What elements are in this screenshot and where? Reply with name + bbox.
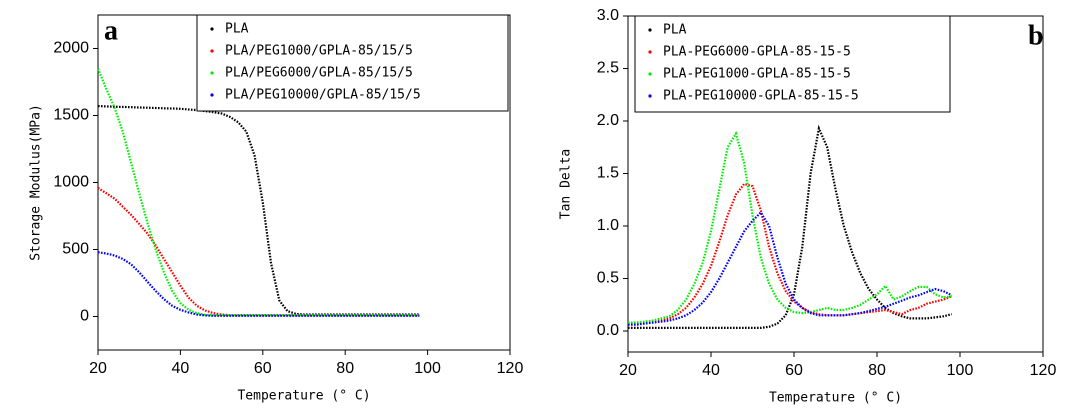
- x-tick-label: 120: [1030, 362, 1057, 379]
- x-tick-label: 40: [172, 360, 190, 377]
- x-tick-label: 20: [89, 360, 107, 377]
- series-line: [97, 186, 420, 317]
- y-tick-label: 3.0: [597, 7, 619, 24]
- legend-marker: [648, 72, 652, 76]
- legend-box: [634, 15, 951, 113]
- y-tick-label: 1000: [53, 174, 89, 191]
- y-tick-label: 1.0: [597, 217, 619, 234]
- x-axis-title: Temperature (° C): [237, 389, 370, 404]
- y-tick-label: 0.0: [597, 322, 619, 339]
- legend-marker: [648, 50, 652, 54]
- legend-box: [196, 14, 509, 112]
- x-tick-label: 80: [336, 360, 354, 377]
- x-tick-label: 20: [619, 362, 637, 379]
- x-tick-label: 100: [947, 362, 974, 379]
- y-tick-label: 2000: [53, 40, 89, 57]
- y-tick-label: 1500: [53, 107, 89, 124]
- x-tick-label: 60: [254, 360, 272, 377]
- y-axis-title: Tan Delta: [559, 149, 574, 219]
- legend-marker: [648, 94, 652, 98]
- legend-label: PLA/PEG6000/GPLA-85/15/5: [225, 66, 413, 81]
- legend-marker: [210, 93, 214, 97]
- legend-label: PLA-PEG1000-GPLA-85-15-5: [663, 67, 851, 82]
- y-tick-label: 2.5: [597, 60, 619, 77]
- series-line: [628, 124, 952, 329]
- legend-label: PLA-PEG6000-GPLA-85-15-5: [663, 45, 851, 60]
- panel-label: a: [104, 15, 118, 46]
- series-line: [628, 210, 953, 326]
- legend-label: PLA: [225, 22, 249, 37]
- x-tick-label: 40: [702, 362, 720, 379]
- y-tick-label: 0: [80, 308, 89, 325]
- x-tick-label: 120: [497, 360, 524, 377]
- legend-marker: [210, 27, 214, 31]
- legend-label: PLA/PEG1000/GPLA-85/15/5: [225, 44, 413, 59]
- series-line: [97, 105, 420, 316]
- y-tick-label: 1.5: [597, 165, 619, 182]
- legend-marker: [210, 49, 214, 53]
- legend-label: PLA-PEG10000-GPLA-85-15-5: [663, 89, 859, 104]
- series-line: [628, 182, 953, 325]
- x-axis-title: Temperature (° C): [769, 391, 902, 406]
- panel-label: b: [1028, 20, 1044, 51]
- y-tick-label: 2.0: [597, 112, 619, 129]
- y-tick-label: 0.5: [597, 270, 619, 287]
- series-line: [97, 251, 420, 317]
- legend-label: PLA: [663, 23, 687, 38]
- x-tick-label: 100: [414, 360, 441, 377]
- y-axis-title: Storage Modulus(MPa): [29, 104, 44, 261]
- y-tick-label: 500: [62, 241, 89, 258]
- series-line: [628, 130, 952, 324]
- legend-marker: [210, 71, 214, 75]
- legend-marker: [648, 28, 652, 32]
- x-tick-label: 60: [785, 362, 803, 379]
- legend-label: PLA/PEG10000/GPLA-85/15/5: [225, 88, 421, 103]
- x-tick-label: 80: [868, 362, 886, 379]
